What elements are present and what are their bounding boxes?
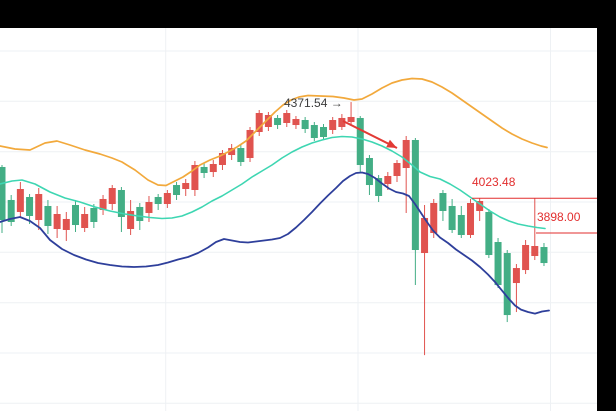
candle-down (411, 139, 419, 251)
candle-down (503, 253, 511, 316)
high-price-annotation[interactable]: 4371.54 → (284, 96, 343, 110)
candle-down (136, 206, 144, 221)
candle-up (347, 116, 355, 122)
candle-up (35, 194, 43, 221)
candle-down (200, 166, 208, 173)
candle-down (154, 196, 162, 204)
candle-up (264, 114, 272, 128)
candle-up (283, 113, 291, 123)
ma-mid-teal (0, 135, 546, 230)
candle-up (384, 176, 392, 185)
resistance-price-label-3898[interactable]: 3898.00 (537, 210, 581, 224)
candle-down (540, 247, 548, 264)
candle-down (494, 242, 502, 286)
candle-up (163, 193, 171, 204)
candle-up (246, 129, 254, 159)
candle-up (512, 268, 520, 284)
candle-down (0, 166, 6, 221)
candle-down (457, 214, 465, 235)
candle-up (531, 245, 539, 257)
candle-up (145, 202, 153, 213)
candle-up (62, 218, 70, 230)
trend-arrow[interactable] (342, 120, 398, 149)
candle-up (329, 120, 337, 130)
candle-down (301, 120, 309, 129)
candle-down (274, 117, 282, 126)
candle-up (16, 189, 24, 212)
candle-down (44, 205, 52, 227)
candle-up (292, 119, 300, 126)
candle-down (310, 125, 318, 139)
candle-down (237, 148, 245, 163)
candle-up (209, 164, 217, 173)
candle-down (173, 185, 181, 196)
candle-down (117, 189, 125, 217)
candle-up (53, 214, 61, 229)
window-frame-right (597, 0, 616, 411)
candle-up (218, 152, 226, 165)
candle-down (365, 158, 373, 186)
candle-down (448, 205, 456, 230)
candle-down (485, 211, 493, 256)
candle-down (7, 199, 15, 222)
candle-up (127, 210, 135, 229)
trend-arrowhead[interactable] (386, 139, 397, 148)
candle-down (320, 127, 328, 138)
resistance-price-label-4023[interactable]: 4023.48 (472, 175, 516, 189)
candle-down (375, 178, 383, 196)
candle-up (191, 164, 199, 190)
candle-down (439, 193, 447, 211)
window-frame-top (0, 0, 616, 28)
candle-up (402, 139, 410, 169)
candle-up (421, 217, 429, 254)
candle-up (99, 198, 107, 210)
candle-up (430, 202, 438, 234)
candle-up (108, 188, 116, 204)
candle-up (466, 202, 474, 235)
candle-up (228, 148, 236, 156)
ma-fast-blue (0, 171, 550, 315)
candle-up (182, 183, 190, 190)
candle-up (81, 214, 89, 228)
candle-up (393, 163, 401, 177)
ma-slow-orange (0, 77, 548, 187)
candle-up (255, 113, 263, 133)
candle-up (522, 245, 530, 271)
candle-down (71, 204, 79, 226)
candle-down (90, 208, 98, 222)
candle-up (338, 117, 346, 128)
candle-down (356, 117, 364, 165)
candle-down (26, 196, 34, 216)
candle-up (476, 201, 484, 211)
